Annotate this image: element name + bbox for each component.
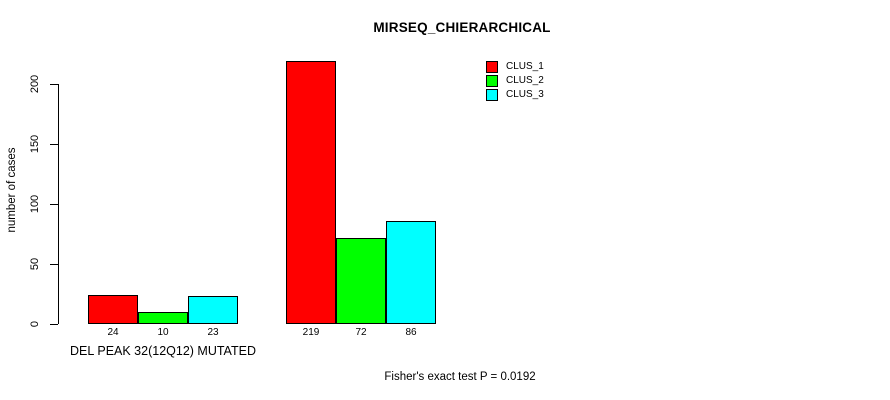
y-axis-tick-label: 100 — [29, 194, 41, 214]
y-axis-tick — [50, 143, 58, 145]
fisher-test-annotation: Fisher's exact test P = 0.0192 — [384, 371, 536, 383]
bar-value-label: 10 — [157, 327, 169, 338]
legend-item: CLUS_1 — [486, 61, 544, 73]
bar-value-label: 86 — [405, 327, 417, 338]
legend-swatch-clus_1 — [486, 61, 498, 73]
y-axis-tick-label: 200 — [29, 74, 41, 94]
legend-swatch-clus_3 — [486, 89, 498, 101]
y-axis-label: number of cases — [6, 147, 18, 233]
legend-swatch-clus_2 — [486, 75, 498, 87]
legend-label: CLUS_3 — [506, 89, 544, 100]
y-axis-tick-label: 50 — [29, 257, 41, 271]
bar-clus_3-group2 — [386, 221, 436, 324]
bar-value-label: 219 — [302, 327, 320, 338]
x-category-label: DEL PEAK 32(12Q12) MUTATED — [70, 344, 256, 358]
y-axis-tick — [50, 323, 58, 325]
y-axis-tick-label: 0 — [29, 320, 41, 328]
bar-value-label: 72 — [355, 327, 367, 338]
y-axis-tick — [50, 203, 58, 205]
legend-label: CLUS_1 — [506, 61, 544, 72]
chart-title: MIRSEQ_CHIERARCHICAL — [373, 20, 551, 35]
bar-clus_3-group1 — [188, 296, 238, 324]
bar-clus_1-group2 — [286, 61, 336, 324]
legend: CLUS_1 CLUS_2 CLUS_3 — [486, 61, 544, 103]
bar-value-label: 24 — [107, 327, 119, 338]
bar-clus_1-group1 — [88, 295, 138, 324]
bar-clus_2-group1 — [138, 312, 188, 324]
y-axis-tick — [50, 263, 58, 265]
bar-value-label: 23 — [207, 327, 219, 338]
y-axis-tick — [50, 83, 58, 85]
y-axis-line — [58, 84, 59, 324]
y-axis-tick-label: 150 — [29, 134, 41, 154]
legend-label: CLUS_2 — [506, 75, 544, 86]
legend-item: CLUS_2 — [486, 75, 544, 87]
bar-clus_2-group2 — [336, 238, 386, 324]
legend-item: CLUS_3 — [486, 89, 544, 101]
